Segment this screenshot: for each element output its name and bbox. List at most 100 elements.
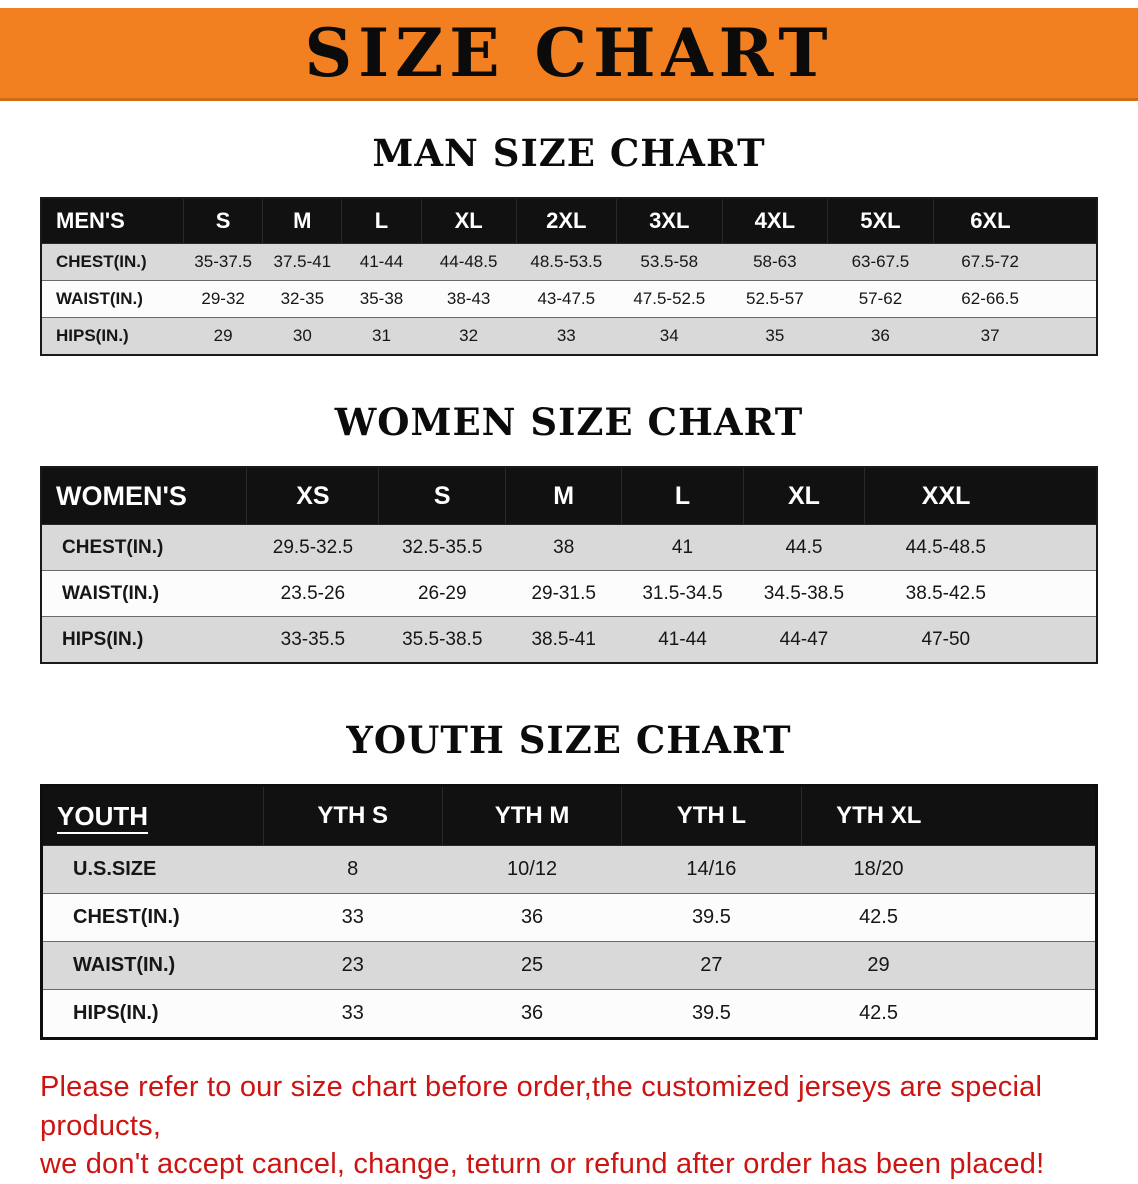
size-value: 29 <box>801 941 1097 990</box>
size-value: 10/12 <box>442 845 622 894</box>
size-column-header: M <box>262 197 343 244</box>
size-value: 32.5-35.5 <box>378 524 506 571</box>
measurement-label: WAIST(IN.) <box>41 941 264 990</box>
measurement-label: WAIST(IN.) <box>41 570 247 617</box>
notice-line-1: Please refer to our size chart before or… <box>40 1071 1043 1142</box>
measurement-row: CHEST(IN.) 35-37.5 37.5-41 41-44 44-48.5 48.5… <box>41 243 1097 281</box>
size-value: 44.5 <box>743 524 865 571</box>
size-chart-banner: SIZE CHART <box>0 8 1138 101</box>
header-row: MEN'S S M L XL 2XL 3XL 4XL 5XL 6XL <box>40 197 1098 244</box>
measurement-label: WAIST(IN.) <box>41 280 184 318</box>
size-value: 31.5-34.5 <box>621 570 744 617</box>
size-column-header: 5XL <box>827 197 934 244</box>
category-header: MEN'S <box>40 197 185 244</box>
size-column-header: 3XL <box>615 197 723 244</box>
size-value: 42.5 <box>801 893 1097 942</box>
size-value: 47.5-52.5 <box>616 280 723 318</box>
size-value: 29.5-32.5 <box>246 524 379 571</box>
size-value: 44-48.5 <box>421 243 517 281</box>
size-column-header: YTH L <box>621 785 802 846</box>
measurement-label: CHEST(IN.) <box>41 524 247 571</box>
men-section-heading: MAN SIZE CHART <box>372 131 766 175</box>
size-table: MEN'S S M L XL 2XL 3XL 4XL 5XL 6XL CHEST(IN.) 35-37… <box>40 197 1098 356</box>
size-chart-page: SIZE CHART MAN SIZE CHART MEN'S S M L XL 2XL 3… <box>0 8 1138 1184</box>
measurement-row: CHEST(IN.) 29.5-32.5 32.5-35.5 38 41 44.5 44.5… <box>41 524 1097 571</box>
size-column-header: S <box>378 466 507 525</box>
size-value: 47-50 <box>864 616 1097 664</box>
size-value: 57-62 <box>827 280 934 318</box>
size-value: 29-32 <box>183 280 263 318</box>
size-column-header: YTH M <box>441 785 623 846</box>
size-value: 67.5-72 <box>933 243 1097 281</box>
size-value: 44-47 <box>743 616 865 664</box>
size-value: 34.5-38.5 <box>743 570 865 617</box>
size-value: 14/16 <box>621 845 802 894</box>
size-value: 62-66.5 <box>933 280 1097 318</box>
size-value: 42.5 <box>801 989 1097 1039</box>
measurement-row: WAIST(IN.) 29-32 32-35 35-38 38-43 43-47.5 47.… <box>41 280 1097 318</box>
header-row: YOUTH YTH S YTH M YTH L YTH XL <box>41 785 1098 846</box>
size-value: 18/20 <box>801 845 1097 894</box>
size-table: YOUTH YTH S YTH M YTH L YTH XL U.S.SIZE 8 10/12… <box>40 784 1098 1040</box>
women-section-heading: WOMEN SIZE CHART <box>334 400 804 444</box>
women-size-table: WOMEN'S XS S M L XL XXL CHEST(IN.) 29.5-32.5 32.5… <box>40 466 1098 664</box>
size-value: 8 <box>263 845 443 894</box>
measurement-label: CHEST(IN.) <box>41 243 184 281</box>
measurement-row: WAIST(IN.) 23.5-26 26-29 29-31.5 31.5-34.5 34… <box>41 570 1097 617</box>
size-value: 38-43 <box>421 280 517 318</box>
men-size-table: MEN'S S M L XL 2XL 3XL 4XL 5XL 6XL CHEST(IN.) 35-37… <box>40 197 1098 356</box>
size-value: 41 <box>621 524 744 571</box>
size-value: 36 <box>442 893 622 942</box>
measurement-label: HIPS(IN.) <box>41 317 184 356</box>
men-size-section: MAN SIZE CHART MEN'S S M L XL 2XL 3XL 4XL 5XL 6XL… <box>0 131 1138 356</box>
size-column-header: 6XL <box>932 197 1098 244</box>
size-value: 30 <box>262 317 342 356</box>
size-value: 36 <box>442 989 622 1039</box>
size-value: 43-47.5 <box>516 280 617 318</box>
size-value: 35 <box>722 317 828 356</box>
size-column-header: XXL <box>864 466 1098 525</box>
size-value: 32 <box>421 317 517 356</box>
size-value: 32-35 <box>262 280 342 318</box>
size-value: 53.5-58 <box>616 243 723 281</box>
youth-size-section: YOUTH SIZE CHART YOUTH YTH S YTH M YTH L YTH… <box>0 718 1138 1040</box>
measurement-label: HIPS(IN.) <box>41 989 264 1039</box>
youth-size-table: YOUTH YTH S YTH M YTH L YTH XL U.S.SIZE 8 10/12… <box>40 784 1098 1040</box>
size-column-header: YTH XL <box>800 785 1098 846</box>
measurement-row: HIPS(IN.) 33-35.5 35.5-38.5 38.5-41 41-44 44-… <box>41 616 1097 664</box>
size-value: 31 <box>341 317 422 356</box>
size-value: 34 <box>616 317 723 356</box>
size-value: 33 <box>263 989 443 1039</box>
measurement-label: CHEST(IN.) <box>41 893 264 942</box>
size-value: 44.5-48.5 <box>864 524 1097 571</box>
size-column-header: M <box>505 466 623 525</box>
size-column-header: XL <box>742 466 866 525</box>
size-value: 35.5-38.5 <box>378 616 506 664</box>
size-value: 35-38 <box>341 280 422 318</box>
size-value: 33-35.5 <box>246 616 379 664</box>
size-value: 37 <box>933 317 1097 356</box>
size-column-header: YTH S <box>262 785 443 846</box>
measurement-row: HIPS(IN.) 33 36 39.5 42.5 <box>41 989 1097 1039</box>
size-column-header: XS <box>246 466 380 525</box>
size-table: WOMEN'S XS S M L XL XXL CHEST(IN.) 29.5-32.5 32.5… <box>40 466 1098 664</box>
women-size-section: WOMEN SIZE CHART WOMEN'S XS S M L XL XXL CHEST(… <box>0 400 1138 664</box>
size-value: 39.5 <box>621 893 802 942</box>
size-value: 63-67.5 <box>827 243 934 281</box>
measurement-row: HIPS(IN.) 29 30 31 32 33 34 35 36 37 <box>41 317 1097 356</box>
size-column-header: 2XL <box>515 197 617 244</box>
size-value: 26-29 <box>378 570 506 617</box>
size-value: 33 <box>263 893 443 942</box>
category-header: WOMEN'S <box>40 466 248 525</box>
measurement-row: CHEST(IN.) 33 36 39.5 42.5 <box>41 893 1097 942</box>
size-value: 52.5-57 <box>722 280 828 318</box>
size-value: 25 <box>442 941 622 990</box>
size-value: 33 <box>516 317 617 356</box>
size-value: 36 <box>827 317 934 356</box>
header-row: WOMEN'S XS S M L XL XXL <box>40 466 1098 525</box>
size-value: 41-44 <box>621 616 744 664</box>
size-value: 37.5-41 <box>262 243 342 281</box>
youth-section-heading: YOUTH SIZE CHART <box>346 718 792 762</box>
size-value: 29-31.5 <box>505 570 622 617</box>
size-value: 58-63 <box>722 243 828 281</box>
